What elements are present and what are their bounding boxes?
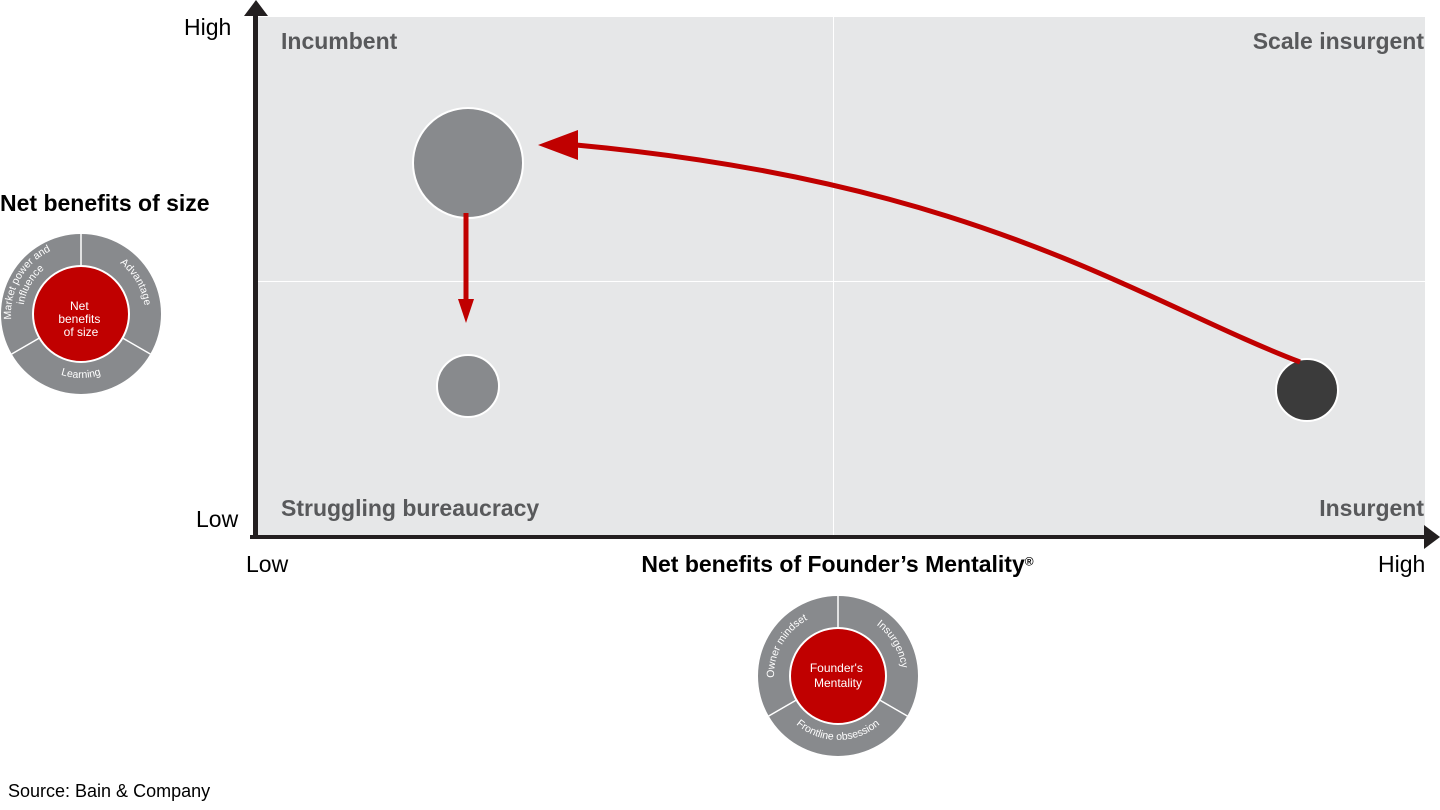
svg-text:Founder's Mentality: Founder's Mentality (810, 661, 866, 690)
